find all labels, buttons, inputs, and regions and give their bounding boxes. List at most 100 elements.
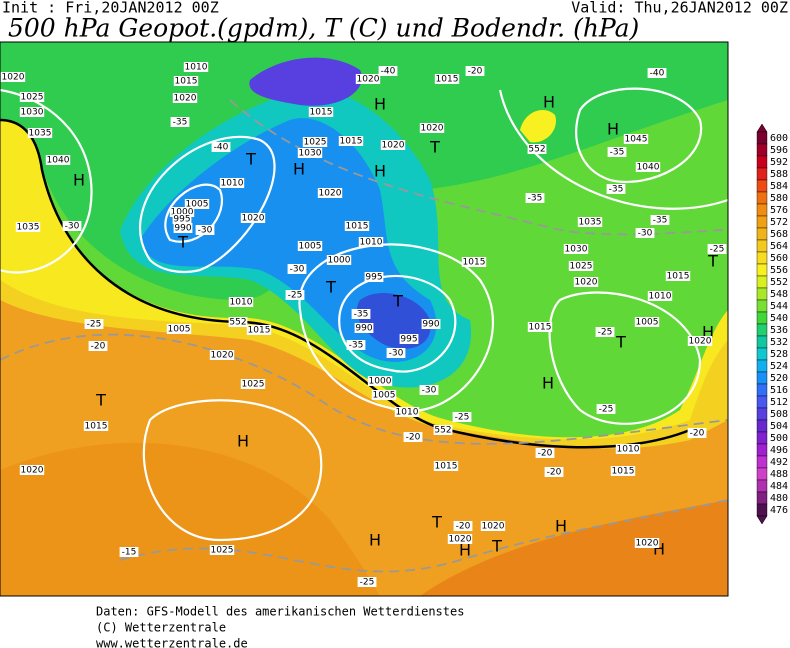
isoline-label: 1015 bbox=[248, 326, 271, 336]
colorbar-label: 568 bbox=[770, 229, 788, 240]
colorbar-label: 544 bbox=[770, 301, 788, 312]
colorbar: 6005965925885845805765725685645605565525… bbox=[756, 123, 788, 525]
isoline-label: 1005 bbox=[373, 391, 396, 401]
label-box bbox=[170, 117, 190, 127]
label-box bbox=[357, 577, 377, 587]
colorbar-swatch bbox=[756, 383, 768, 397]
label-box bbox=[297, 148, 323, 158]
isoline-label: 990 bbox=[422, 320, 439, 330]
isoline-label: 1010 bbox=[396, 408, 419, 418]
footer-line: (C) Wetterzentrale bbox=[96, 621, 226, 635]
colorbar-swatch bbox=[756, 263, 768, 277]
colorbar-swatch bbox=[756, 395, 768, 409]
label-box bbox=[434, 74, 460, 84]
isoline-label: 1005 bbox=[636, 318, 659, 328]
footer-line: Daten: GFS-Modell des amerikanischen Wet… bbox=[96, 605, 464, 619]
label-box bbox=[634, 538, 660, 548]
label-box bbox=[364, 272, 384, 282]
label-box bbox=[246, 325, 272, 335]
colorbar-swatch bbox=[756, 299, 768, 313]
isoline-label: 1020 bbox=[575, 278, 598, 288]
colorbar-swatch bbox=[756, 347, 768, 361]
pressure-center: H bbox=[237, 432, 249, 451]
label-box bbox=[544, 467, 564, 477]
label-box bbox=[371, 390, 397, 400]
colorbar-label: 484 bbox=[770, 481, 788, 492]
isoline-label: -20 bbox=[406, 433, 421, 443]
colorbar-label: 488 bbox=[770, 469, 788, 480]
label-box bbox=[687, 336, 713, 346]
isoline-label: 1000 bbox=[369, 377, 392, 387]
pressure-center: T bbox=[245, 150, 256, 169]
isoline-label: -40 bbox=[381, 67, 396, 77]
isoline-label: -25 bbox=[87, 320, 102, 330]
pressure-center: H bbox=[459, 541, 471, 560]
label-box bbox=[285, 290, 305, 300]
isoline-label: 1035 bbox=[579, 218, 602, 228]
isoline-label: -20 bbox=[468, 67, 483, 77]
label-box bbox=[19, 465, 45, 475]
colorbar-label: 528 bbox=[770, 349, 788, 360]
colorbar-label: 584 bbox=[770, 181, 788, 192]
label-box bbox=[172, 214, 192, 224]
colorbar-swatch bbox=[756, 467, 768, 481]
label-box bbox=[228, 297, 254, 307]
isoline-label: 1040 bbox=[47, 156, 70, 166]
colorbar-label: 508 bbox=[770, 409, 788, 420]
colorbar-label: 560 bbox=[770, 253, 788, 264]
colorbar-swatch bbox=[756, 179, 768, 193]
pressure-center: T bbox=[491, 537, 502, 556]
colorbar-label: 596 bbox=[770, 145, 788, 156]
isoline-label: 1045 bbox=[625, 135, 648, 145]
colorbar-swatch bbox=[756, 215, 768, 229]
pressure-center: T bbox=[325, 278, 336, 297]
label-box bbox=[84, 319, 104, 329]
pressure-center: H bbox=[374, 162, 386, 181]
colorbar-swatch bbox=[756, 407, 768, 421]
pressure-center: T bbox=[95, 391, 106, 410]
isoline-label: 990 bbox=[355, 324, 372, 334]
colorbar-swatch bbox=[756, 491, 768, 505]
label-box bbox=[635, 228, 655, 238]
isoline-label: 1005 bbox=[168, 325, 191, 335]
map-title: 500 hPa Geopot.(gpdm), T (C) und Bodendr… bbox=[8, 14, 639, 43]
colorbar-swatch bbox=[756, 371, 768, 385]
label-box bbox=[211, 142, 231, 152]
pressure-center: T bbox=[429, 138, 440, 157]
isoline-label: 1020 bbox=[211, 351, 234, 361]
colorbar-label: 492 bbox=[770, 457, 788, 468]
isoline-label: -20 bbox=[690, 429, 705, 439]
label-box bbox=[0, 72, 26, 82]
colorbar-tip bbox=[756, 123, 768, 133]
label-box bbox=[19, 92, 45, 102]
colorbar-label: 500 bbox=[770, 433, 788, 444]
label-box bbox=[346, 340, 366, 350]
isoline-label: 1015 bbox=[310, 108, 333, 118]
isoline-label: 1030 bbox=[21, 108, 44, 118]
isoline-label: -40 bbox=[650, 69, 665, 79]
isoline-label: 1005 bbox=[299, 242, 322, 252]
isoline-label: -35 bbox=[610, 148, 625, 158]
isoline-label: 1030 bbox=[565, 245, 588, 255]
isoline-label: 995 bbox=[365, 273, 382, 283]
label-box bbox=[173, 223, 193, 233]
isoline-label: 1020 bbox=[689, 337, 712, 347]
label-box bbox=[209, 545, 235, 555]
isoline-label: -40 bbox=[214, 143, 229, 153]
isoline-label: 1015 bbox=[436, 75, 459, 85]
isoline-label: 1025 bbox=[570, 262, 593, 272]
colorbar-label: 564 bbox=[770, 241, 788, 252]
label-box bbox=[465, 66, 485, 76]
isoline-label: 995 bbox=[400, 335, 417, 345]
label-box bbox=[610, 466, 636, 476]
isoline-label: 1040 bbox=[637, 163, 660, 173]
colorbar-label: 524 bbox=[770, 361, 788, 372]
isoline-label: 1025 bbox=[242, 380, 265, 390]
isoline-label: 1020 bbox=[319, 189, 342, 199]
isoline-label: 1020 bbox=[421, 124, 444, 134]
label-box bbox=[27, 128, 53, 138]
label-box bbox=[45, 155, 71, 165]
label-box bbox=[403, 432, 423, 442]
label-box bbox=[615, 444, 641, 454]
